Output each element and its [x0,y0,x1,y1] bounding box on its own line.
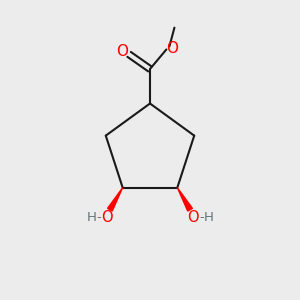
Polygon shape [177,188,192,211]
Text: H: H [204,211,214,224]
Polygon shape [108,188,123,211]
Text: -: - [199,211,204,224]
Text: -: - [96,211,101,224]
Text: O: O [116,44,128,59]
Text: O: O [187,210,199,225]
Text: H: H [86,211,96,224]
Text: O: O [101,210,113,225]
Text: O: O [166,41,178,56]
